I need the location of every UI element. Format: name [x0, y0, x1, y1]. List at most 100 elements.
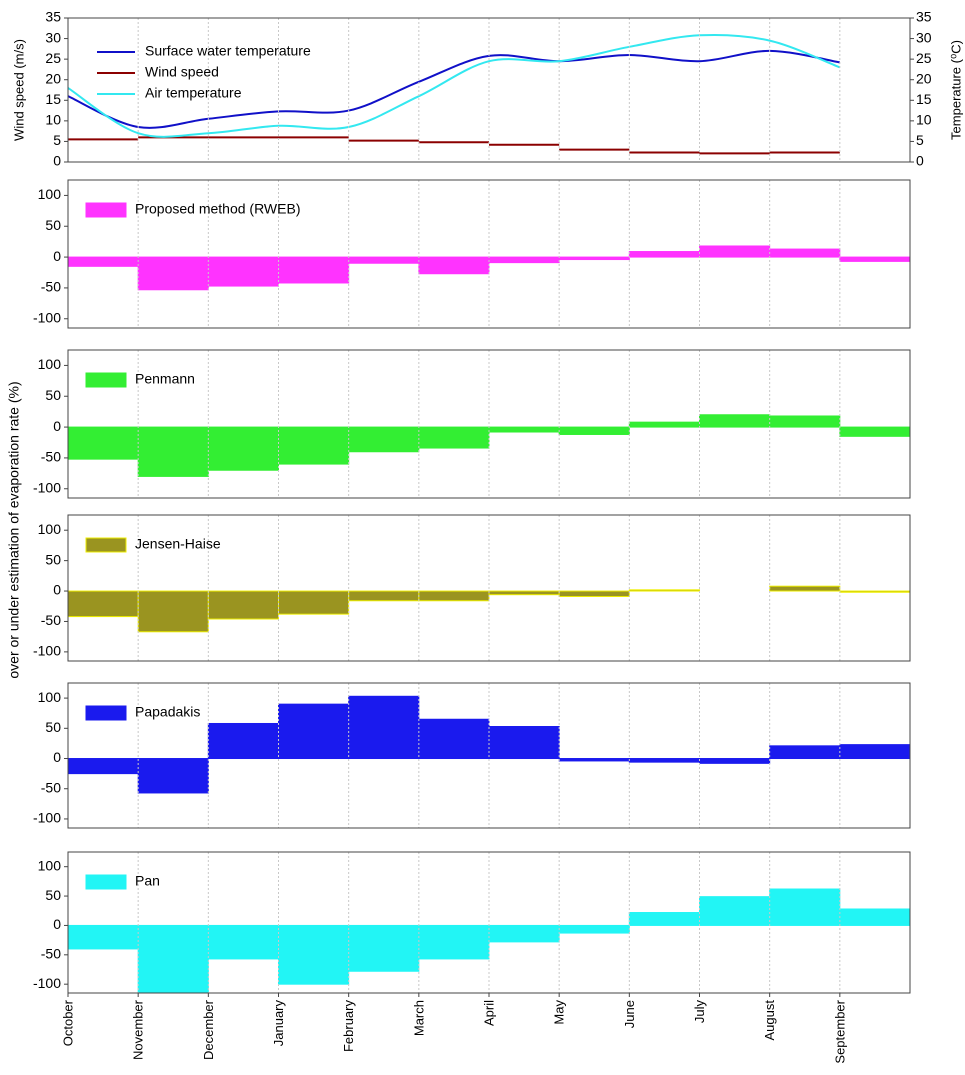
bar: [558, 758, 630, 762]
bar: [418, 718, 490, 760]
x-tick-label: February: [341, 1000, 356, 1053]
plot-frame: [67, 682, 911, 829]
y-tick-label: 15: [45, 91, 61, 107]
bar: [418, 924, 490, 960]
bar: [699, 414, 771, 428]
bar: [839, 744, 910, 760]
bar: [278, 590, 350, 615]
y2-tick-label: 20: [916, 70, 932, 86]
bar: [137, 924, 209, 993]
legend-swatch: [85, 705, 127, 721]
y-tick-label: 100: [38, 521, 62, 537]
bar: [278, 703, 350, 760]
y2-axis-label: Temperature (⁰C): [948, 40, 963, 140]
y2-tick-label: 30: [916, 29, 932, 45]
panel: [68, 33, 841, 155]
y2-tick-label: 25: [916, 50, 932, 66]
bar: [769, 745, 841, 760]
y-tick-label: 0: [53, 749, 61, 765]
panel: [68, 414, 910, 477]
legend-label: Pan: [135, 873, 160, 889]
y-tick-label: 0: [53, 418, 61, 434]
plot-frame: [67, 514, 911, 662]
y-tick-label: 35: [45, 9, 61, 25]
bar: [488, 256, 560, 264]
series-line: [68, 49, 840, 129]
y-tick-label: 0: [53, 916, 61, 932]
x-tick-label: December: [201, 999, 216, 1060]
bar: [558, 426, 630, 435]
x-tick-label: July: [692, 1000, 707, 1024]
bar: [68, 590, 139, 618]
x-tick-label: April: [481, 1000, 496, 1026]
y2-tick-label: 35: [916, 9, 932, 25]
panel: [68, 585, 910, 633]
bar: [278, 256, 350, 284]
bar: [418, 426, 490, 449]
y-tick-label: 100: [38, 689, 62, 705]
bar: [418, 590, 490, 602]
y-tick-label: 50: [45, 887, 61, 903]
bar: [68, 924, 139, 950]
bar: [348, 256, 420, 264]
bar: [137, 590, 209, 633]
bar: [278, 924, 350, 985]
legend-swatch: [85, 202, 127, 218]
y-tick-label: 30: [45, 29, 61, 45]
y-axis-label: Wind speed (m/s): [11, 39, 26, 141]
bar: [137, 426, 209, 477]
y-tick-label: 0: [53, 248, 61, 264]
bar: [839, 908, 910, 926]
legend-label: Air temperature: [145, 85, 242, 101]
y-tick-label: -50: [41, 946, 61, 962]
x-tick-label: November: [131, 999, 146, 1060]
bar: [207, 722, 279, 760]
legend-swatch: [85, 372, 127, 388]
bar: [278, 426, 350, 465]
bar: [348, 590, 420, 602]
y-tick-label: -50: [41, 779, 61, 795]
y-tick-label: 50: [45, 551, 61, 567]
y-tick-label: 100: [38, 857, 62, 873]
y-tick-label: 5: [53, 132, 61, 148]
legend-swatch: [85, 537, 127, 553]
x-tick-label: January: [271, 1000, 286, 1047]
bar: [68, 426, 139, 460]
bar: [348, 426, 420, 453]
bar: [769, 585, 841, 592]
legend-label: Surface water temperature: [145, 43, 311, 59]
bar: [488, 426, 560, 433]
bar: [418, 256, 490, 275]
bar: [839, 256, 910, 262]
bar: [207, 924, 279, 960]
panel: [68, 888, 910, 993]
bar: [628, 421, 700, 428]
y-tick-label: 100: [38, 356, 62, 372]
bar: [207, 256, 279, 287]
bar: [839, 426, 910, 437]
plot-frame: [67, 17, 911, 163]
bar: [348, 924, 420, 972]
y-tick-label: 0: [53, 582, 61, 598]
x-tick-label: August: [762, 1000, 777, 1041]
y2-tick-label: 0: [916, 153, 924, 169]
bar: [769, 888, 841, 926]
bar: [558, 590, 630, 598]
plot-frame: [67, 349, 911, 499]
bar: [207, 426, 279, 471]
y-tick-label: 0: [53, 153, 61, 169]
bar: [207, 590, 279, 620]
y-tick-label: -100: [33, 479, 61, 495]
y-tick-label: -50: [41, 449, 61, 465]
x-tick-label: September: [832, 999, 847, 1063]
bar: [68, 758, 139, 775]
series-line: [68, 33, 841, 138]
bar: [558, 924, 630, 934]
y-tick-label: 20: [45, 70, 61, 86]
legend-label: Penmann: [135, 371, 195, 387]
panel: [68, 245, 910, 291]
legend-label: Proposed method (RWEB): [135, 201, 300, 217]
legend-label: Jensen-Haise: [135, 536, 221, 552]
x-tick-label: June: [622, 1000, 637, 1028]
